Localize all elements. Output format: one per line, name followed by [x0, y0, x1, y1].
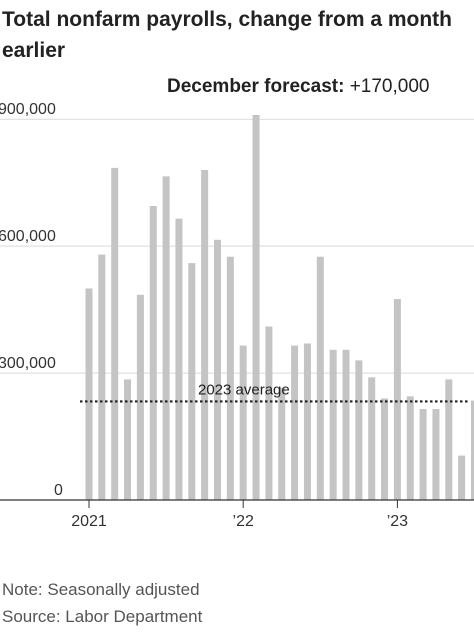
bar-2022-07 — [316, 256, 324, 500]
x-tick-label-2022-01: ’22 — [233, 513, 254, 530]
bar-2021-07 — [162, 176, 170, 500]
forecast-annotation: December forecast: +170,000 — [167, 74, 429, 100]
bar-2022-04 — [278, 387, 286, 500]
y-tick-label-0: 0 — [54, 482, 63, 499]
bar-2021-02 — [98, 254, 106, 500]
bar-2023-03 — [419, 409, 427, 500]
average-line-label: 2023 average — [198, 381, 290, 398]
bar-2021-06 — [149, 205, 157, 500]
bar-2023-05 — [445, 379, 453, 500]
bar-2021-04 — [124, 379, 132, 500]
forecast-label: December forecast: — [167, 76, 345, 97]
bar-2021-05 — [136, 294, 144, 500]
bar-2023-02 — [406, 396, 414, 500]
forecast-value: +170,000 — [349, 76, 430, 97]
bar-2023-04 — [432, 409, 440, 500]
bar-2022-12 — [381, 398, 389, 500]
bar-2022-02 — [252, 115, 260, 500]
bar-2021-01 — [85, 288, 93, 500]
bar-2023-01 — [393, 299, 401, 500]
y-tick-label-600000: 600,000 — [0, 228, 56, 245]
bar-2021-08 — [175, 218, 183, 500]
payrolls-bar-chart: 0 300,000 600,000 900,000 2021 ’22 ’23 2023 ave… — [0, 101, 474, 530]
y-tick-label-900000: 900,000 — [0, 101, 56, 118]
bar-2021-03 — [111, 167, 119, 500]
bar-2021-11 — [214, 239, 221, 500]
bar-2021-09 — [188, 263, 196, 500]
x-tick-label-2021-01: 2021 — [71, 513, 107, 530]
y-tick-label-300000: 300,000 — [0, 355, 56, 372]
bar-2022-01 — [239, 345, 247, 500]
chart-title: Total nonfarm payrolls, change from a mo… — [2, 8, 452, 62]
bar-2022-11 — [368, 377, 376, 500]
x-tick-label-2023-01: ’23 — [387, 513, 408, 530]
bar-2022-03 — [265, 326, 273, 500]
bar-2023-06 — [458, 455, 466, 500]
bar-2023-07 — [471, 400, 474, 500]
bar-2022-08 — [329, 349, 337, 500]
source-text: Source: Labor Department — [2, 607, 203, 626]
bar-2021-12 — [226, 256, 234, 500]
bar-2022-06 — [303, 343, 311, 500]
bar-2022-05 — [291, 345, 299, 500]
bar-2021-10 — [201, 170, 209, 500]
bar-2022-09 — [342, 349, 350, 500]
note-text: Note: Seasonally adjusted — [2, 580, 200, 599]
bar-2022-10 — [355, 360, 363, 500]
